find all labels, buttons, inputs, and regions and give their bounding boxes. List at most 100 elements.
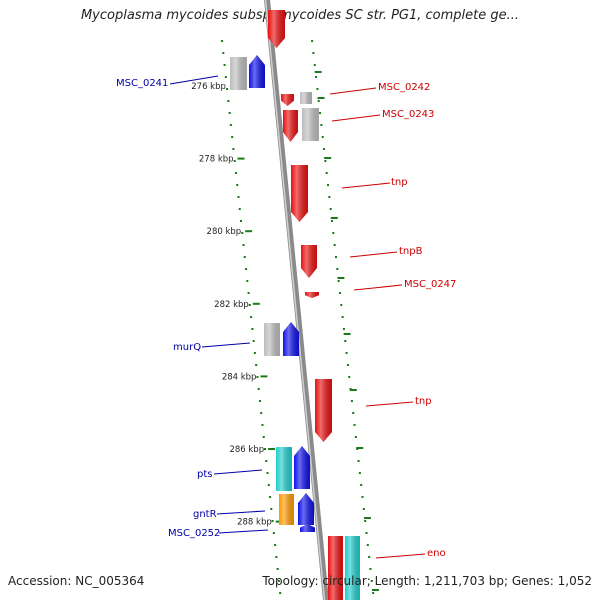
track-dot [321, 136, 324, 138]
track-dot [342, 328, 345, 330]
track-dot [316, 88, 319, 90]
gene-pts-cyan[interactable] [276, 447, 292, 491]
gene-msc0242[interactable] [300, 92, 312, 104]
track-dot [277, 580, 280, 582]
track-dot [267, 484, 270, 486]
gene-label-msc0247[interactable]: MSC_0247 [404, 279, 456, 290]
gene-label-msc0241[interactable]: MSC_0241 [116, 78, 168, 89]
gene-label-msc0243[interactable]: MSC_0243 [382, 109, 434, 120]
topology-text: Topology: circular; Length: 1,211,703 bp… [262, 574, 592, 588]
gene-label-pts[interactable]: pts [197, 469, 212, 480]
track-dot [246, 280, 249, 282]
track-dot [358, 472, 361, 474]
label-leader-line [365, 401, 414, 407]
track-dot [338, 292, 341, 294]
track-dot [223, 64, 226, 66]
track-dot [247, 292, 250, 294]
track-dot [236, 184, 239, 186]
track-dot [242, 244, 245, 246]
gene-msc0241-gray[interactable] [230, 57, 247, 90]
track-dot [362, 508, 365, 510]
label-leader-line [218, 529, 269, 534]
gene-label-tnp[interactable]: tnp [391, 177, 408, 188]
tick-label: 288 kbp [237, 518, 272, 528]
track-dot [346, 364, 349, 366]
gene-msc0241[interactable] [249, 55, 265, 88]
gene-label-eno[interactable]: eno [427, 548, 446, 559]
gene-tnpB[interactable] [301, 245, 317, 278]
track-dot [243, 256, 246, 258]
track-dot [348, 376, 351, 378]
label-leader-line [169, 75, 219, 85]
gene-label-gntr[interactable]: gntR [193, 509, 217, 520]
gene-gntR[interactable] [298, 493, 314, 525]
tick-label: 280 kbp [207, 227, 242, 237]
track-dot [232, 148, 235, 150]
gene-gntR-orange[interactable] [279, 494, 294, 525]
track-dot [269, 496, 272, 498]
track-dot [336, 268, 339, 270]
backbone-line [264, 0, 330, 600]
accession-text: Accession: NC_005364 [8, 574, 145, 588]
track-dot [313, 64, 316, 66]
track-dot [265, 460, 268, 462]
label-leader-line [213, 469, 263, 475]
track-dot [258, 400, 261, 402]
gene-eno-cyan[interactable] [345, 536, 360, 600]
gene-label-msc0242[interactable]: MSC_0242 [378, 82, 430, 93]
track-dot [221, 40, 224, 42]
gene-label-tnpb[interactable]: tnpB [399, 246, 423, 257]
track-dot [332, 232, 335, 234]
gene-eno[interactable] [328, 536, 343, 600]
track-dot [337, 280, 340, 282]
genome-backbone [264, 0, 330, 600]
track-dot [234, 172, 237, 174]
track-dot [275, 556, 278, 558]
track-dot [324, 160, 327, 162]
gene-msc0243[interactable] [283, 110, 298, 142]
tick-label: 284 kbp [222, 372, 257, 382]
gene-msc0247[interactable] [305, 292, 319, 298]
track-dot [261, 424, 264, 426]
track-dot [360, 484, 363, 486]
track-dot [266, 472, 269, 474]
gene-tnp-1[interactable] [291, 165, 308, 222]
track-dot [264, 448, 266, 450]
gene-murQ[interactable] [283, 322, 299, 356]
gene-top-reverse[interactable] [268, 10, 285, 48]
track-dot [262, 436, 265, 438]
track-dot [345, 352, 348, 354]
track-dot [270, 508, 273, 510]
gene-label-tnp[interactable]: tnp [415, 396, 432, 407]
track-dot [369, 568, 372, 570]
track-dot [311, 40, 314, 42]
gene-label-msc0252[interactable]: MSC_0252 [168, 528, 220, 539]
gene-tnp-2[interactable] [315, 379, 332, 442]
track-dot [224, 76, 227, 78]
track-dot [312, 52, 315, 54]
track-dot [368, 556, 371, 558]
gene-msc0242-small[interactable] [281, 94, 294, 106]
gene-msc0243-gray[interactable] [302, 108, 319, 141]
track-dots [221, 40, 379, 594]
label-leader-line [216, 510, 266, 515]
track-dot [276, 568, 279, 570]
track-dot [333, 244, 336, 246]
gene-pts[interactable] [294, 446, 310, 489]
track-dot [238, 208, 241, 210]
gene-label-murq[interactable]: murQ [173, 342, 201, 353]
label-leader-line [331, 114, 381, 122]
track-dot [253, 352, 256, 354]
track-dot [323, 148, 326, 150]
track-dot [334, 256, 337, 258]
track-dot [227, 100, 230, 102]
gene-msc0252[interactable] [300, 524, 315, 532]
track-dot [341, 316, 344, 318]
track-dot [317, 100, 320, 102]
track-dot [252, 340, 255, 342]
gene-murQ-gray[interactable] [264, 323, 280, 356]
track-dot [325, 172, 328, 174]
gene-features[interactable] [230, 10, 360, 600]
